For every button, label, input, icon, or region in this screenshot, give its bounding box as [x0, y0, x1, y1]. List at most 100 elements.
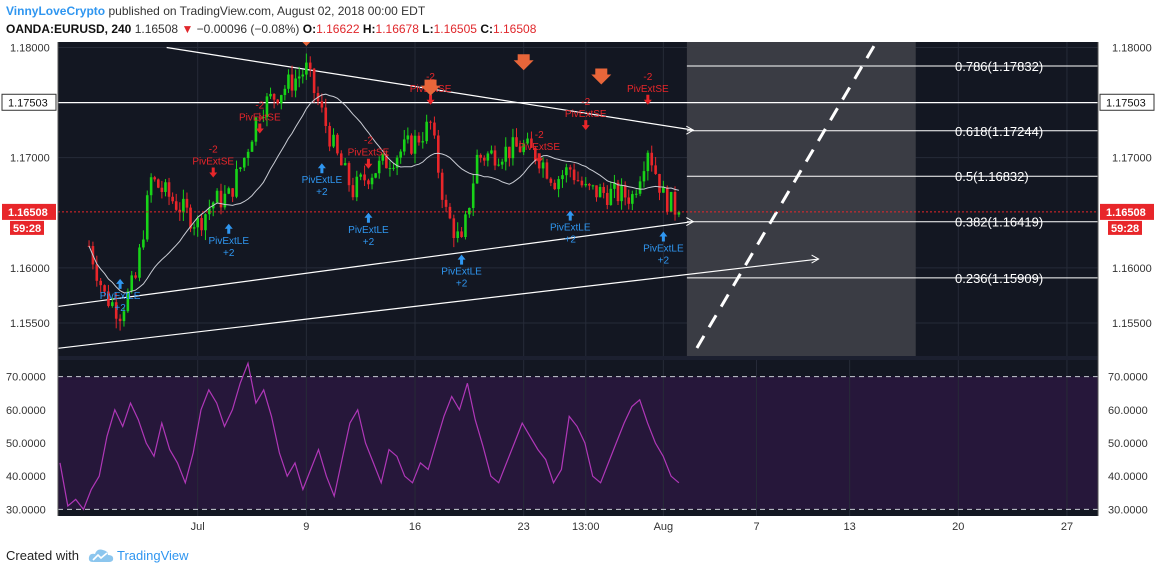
candle-body [537, 161, 541, 169]
author-link[interactable]: VinnyLoveCrypto [6, 4, 106, 18]
candle-body [620, 185, 623, 202]
short-signal-label: PivExtSE [518, 142, 560, 153]
candle-body [413, 135, 417, 154]
candle-body [156, 179, 160, 188]
short-signal-sub: -2 [581, 97, 590, 108]
projection-rect [686, 42, 916, 356]
candle-body [377, 160, 381, 174]
candles [87, 53, 681, 331]
candle-body [185, 198, 189, 208]
long-signal-sub: +2 [658, 256, 670, 267]
candle-body [576, 180, 580, 182]
short-arrow-icon [209, 167, 218, 178]
candle-body [178, 209, 182, 213]
price-chart[interactable]: 0.786(1.17832) 0.618(1.17244) 0.5(1.16832)… [0, 42, 1159, 540]
y-tick-label: 1.18000 [1112, 43, 1152, 55]
short-arrow-icon [535, 153, 544, 164]
candle-body [568, 167, 572, 170]
candle-body [359, 174, 362, 177]
symbol-line: OANDA:EURUSD, 240 1.16508 ▼ −0.00096 (−0… [6, 22, 536, 36]
candle-body [107, 291, 110, 306]
x-tick-label: 9 [303, 521, 309, 533]
rsi-band-fill [58, 376, 1098, 510]
fib-label: 0.618(1.17244) [955, 124, 1043, 139]
ohlc-low-value: 1.16505 [433, 22, 477, 36]
candle-body [565, 167, 568, 176]
short-arrow-icon [581, 120, 590, 131]
candle-body [160, 187, 164, 193]
pivot-down-arrow-icon [591, 68, 612, 85]
candle-body [541, 162, 545, 169]
short-signal-sub: -2 [643, 72, 652, 83]
candle-body [336, 134, 339, 154]
long-signal-sub: +2 [456, 279, 468, 290]
projection-dashed-line [695, 43, 877, 349]
candle-body [99, 280, 102, 286]
candle-body [662, 187, 665, 193]
long-arrow-icon [224, 223, 233, 234]
candle-body [410, 135, 413, 154]
candle-body [530, 138, 533, 148]
candle-body [545, 162, 549, 179]
candle-body [276, 99, 280, 104]
price-pane-bg [58, 42, 1098, 356]
candle-body [595, 185, 598, 198]
candle-body [638, 181, 642, 194]
candle-body [613, 182, 616, 189]
candle-body [347, 163, 351, 186]
candle-body [440, 172, 444, 200]
publish-line: VinnyLoveCrypto published on TradingView… [6, 4, 425, 18]
candle-body [324, 107, 328, 126]
rsi-y-tick: 60.0000 [1108, 405, 1148, 417]
candle-body [421, 141, 425, 143]
candle-body [557, 179, 560, 190]
long-signal-label: PivExtLE [208, 236, 249, 247]
candle-body [526, 138, 529, 144]
candle-body [279, 95, 283, 104]
pane-separator [58, 356, 1098, 360]
long-signal-label: PivExtLE [550, 223, 591, 234]
candle-body [171, 196, 174, 202]
short-signal-sub: -2 [209, 145, 218, 156]
moving-average [88, 93, 680, 294]
long-signal-label: PivExtLE [348, 225, 389, 236]
candle-body [493, 150, 497, 166]
short-signal-label: PivExtSE [348, 148, 390, 159]
candle-body [572, 169, 576, 181]
ohlc-close-label: C: [480, 22, 493, 36]
candle-body [328, 125, 331, 147]
candle-body [464, 214, 467, 238]
candle-body [417, 135, 421, 143]
candle-body [429, 121, 432, 123]
candle-body [518, 146, 522, 153]
chart-panes [58, 42, 1098, 540]
candle-body [227, 188, 231, 194]
candle-body [425, 121, 428, 142]
candle-body [588, 183, 591, 186]
candle-body [460, 231, 463, 238]
candle-body [452, 218, 456, 238]
candle-body [665, 187, 669, 212]
candle-body [103, 285, 106, 292]
candle-body [114, 302, 118, 319]
countdown-text-right: 59:28 [1111, 223, 1139, 235]
rsi-y-tick-left: 70.0000 [6, 372, 46, 384]
fib-label: 0.5(1.16832) [955, 169, 1029, 184]
candle-body [153, 177, 157, 180]
last-price: 1.16508 [134, 22, 179, 36]
candle-body [254, 117, 258, 142]
long-arrow-icon [116, 278, 125, 289]
candle-body [486, 153, 490, 161]
candle-body [262, 117, 265, 119]
tradingview-link[interactable]: TradingView [117, 548, 189, 563]
candle-body [677, 211, 681, 215]
candle-body [602, 186, 605, 193]
candle-body [623, 185, 627, 198]
trend-drawings [56, 43, 1098, 349]
candle-body [192, 227, 196, 229]
candle-body [231, 188, 234, 197]
price-tag-left [2, 203, 56, 220]
long-signal-sub: +2 [114, 303, 126, 314]
ohlc-high-value: 1.16678 [375, 22, 419, 36]
long-signal-sub: +2 [363, 237, 375, 248]
